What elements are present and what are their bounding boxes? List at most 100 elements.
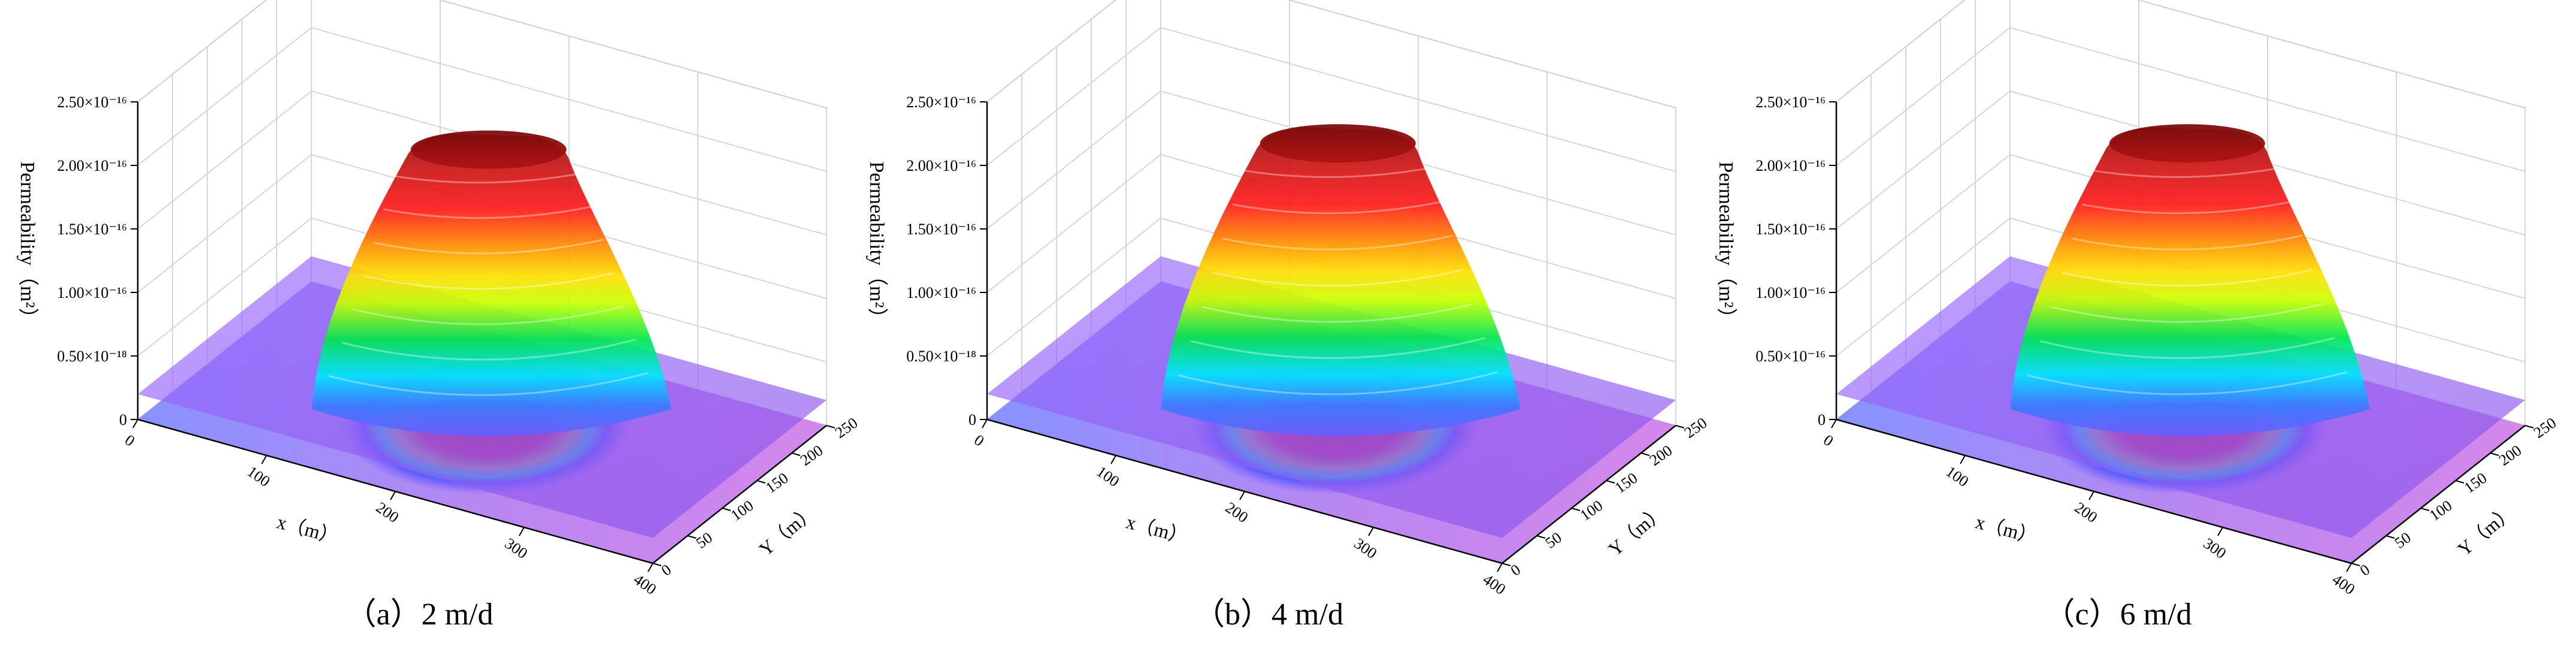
y-tick-mark [1606,480,1615,484]
z-tick-label: 0 [968,411,976,428]
x-tick-label: 300 [1351,535,1381,562]
contour-band [1201,303,1474,323]
y-tick-mark [1571,508,1581,511]
z-gridline [1836,0,2526,108]
contour-band [1212,268,1463,287]
x-tick-label: 200 [373,499,402,526]
y-axis-line [2351,425,2526,564]
y-tick-mark [791,452,801,456]
contour-band [2027,371,2347,396]
y-tick-mark [2386,535,2395,539]
z-tick-label: 0 [1818,411,1826,428]
contour-band [341,339,636,361]
panel-a: 010020030040005010015020025000.50×10⁻¹⁸1… [16,0,861,598]
z-tick-label: 1.50×10⁻¹⁶ [906,221,976,238]
contour-band [1242,166,1434,178]
contour-band [363,271,614,290]
y-tick-mark [1536,535,1546,539]
contour-band [2051,303,2323,323]
x-tick-mark [1960,455,1966,464]
z-axis-title: Permeability（m²） [16,161,39,328]
x-tick-mark [2346,563,2352,572]
contour-band [2062,268,2312,287]
x-axis-title: x（m） [275,511,341,548]
y-tick-mark [2524,425,2534,428]
peak-cap [1260,124,1416,163]
contour-band [1177,371,1498,396]
x-tick-label: 100 [1943,463,1972,490]
z-tick-label: 1.00×10⁻¹⁶ [906,284,976,301]
x-axis-title: x（m） [1124,511,1191,548]
x-tick-label: 0 [122,431,138,449]
y-axis-title: Y（m） [1604,500,1669,560]
z-tick-label: 1.00×10⁻¹⁶ [57,284,127,301]
z-tick-label: 2.50×10⁻¹⁶ [906,93,976,111]
x-tick-label: 300 [2200,535,2230,562]
x-tick-label: 100 [1094,463,1123,490]
z-tick-label: 0.50×10⁻¹⁸ [906,348,976,365]
y-tick-mark [2455,480,2465,484]
y-tick-label: 250 [832,414,861,442]
caption-b: （b）4 m/d [1194,597,1343,632]
y-tick-mark [722,508,731,511]
contour-band [2091,166,2284,178]
z-gridline [986,0,1676,108]
y-tick-label: 0 [1508,561,1524,579]
y-axis-line [1502,425,1676,564]
contour-band [1222,234,1454,250]
caption-c: （c）6 m/d [2044,597,2192,632]
x-tick-mark [1368,527,1374,536]
z-axis-title: Permeability（m²） [1715,161,1737,328]
contour-band [328,372,649,396]
contour-band [392,171,585,184]
y-tick-label: 0 [658,561,674,579]
contour-band [1190,337,1485,359]
x-axis-title: x（m） [1973,511,2040,548]
y-tick-mark [826,425,836,428]
z-axis-title: Permeability（m²） [865,161,888,328]
contour-band [383,205,594,219]
peak-surface [1161,127,1521,436]
x-tick-mark [1831,419,1837,428]
x-tick-mark [982,419,988,428]
y-tick-label: 50 [2392,529,2414,552]
y-tick-mark [1502,563,1511,566]
z-tick-label: 2.00×10⁻¹⁶ [906,157,976,174]
y-axis-line [652,425,827,564]
panel-c: 010020030040005010015020025000.50×10⁻¹⁶1… [1715,0,2559,598]
peak-surface [2010,127,2370,436]
x-tick-mark [1497,563,1503,572]
z-tick-label: 2.00×10⁻¹⁶ [1755,157,1826,174]
x-tick-mark [647,563,653,572]
x-tick-mark [519,527,525,536]
z-tick-label: 0.50×10⁻¹⁸ [57,348,127,365]
x-tick-mark [2088,491,2094,500]
z-tick-label: 1.00×10⁻¹⁶ [1755,284,1826,301]
z-tick-label: 2.50×10⁻¹⁶ [1755,93,1826,111]
contour-band [1232,200,1443,215]
x-tick-mark [390,491,396,500]
z-tick-label: 0.50×10⁻¹⁶ [1755,348,1826,365]
y-axis-title: Y（m） [2453,500,2519,560]
x-tick-mark [2217,527,2223,536]
z-tick-label: 1.50×10⁻¹⁶ [57,221,127,238]
x-tick-label: 300 [502,535,531,562]
y-tick-mark [2351,563,2360,566]
z-tick-label: 2.00×10⁻¹⁶ [57,157,127,174]
caption-a: （a）2 m/d [345,597,494,632]
z-tick-label: 1.50×10⁻¹⁶ [1755,221,1826,238]
y-tick-label: 250 [2530,414,2560,442]
x-tick-label: 200 [1222,499,1252,526]
y-tick-mark [1675,425,1685,428]
x-tick-mark [261,455,267,464]
x-tick-label: 100 [244,463,274,490]
y-tick-label: 50 [693,529,716,552]
peak-surface [311,133,671,437]
z-tick-label: 0 [119,411,127,428]
contour-band [373,239,604,255]
peak-cap [2109,124,2265,163]
y-tick-mark [2420,508,2430,511]
x-tick-label: 0 [971,431,987,449]
x-tick-mark [1239,491,1245,500]
